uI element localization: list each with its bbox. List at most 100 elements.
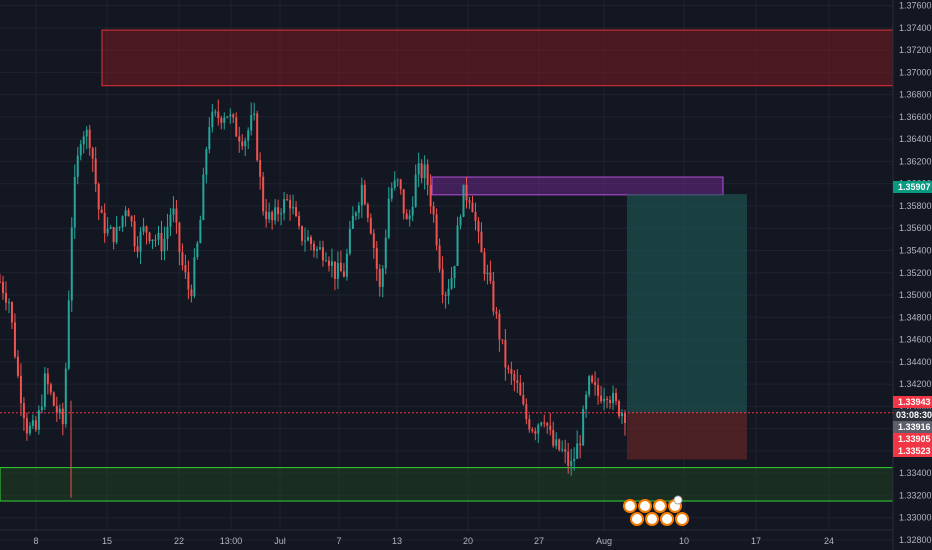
candle-body bbox=[321, 247, 324, 261]
candle-body bbox=[19, 375, 22, 404]
y-tick-label: 1.36800 bbox=[899, 90, 932, 100]
candle-body bbox=[280, 213, 283, 215]
event-icon[interactable] bbox=[653, 499, 667, 513]
candle-body bbox=[271, 212, 274, 221]
candle-body bbox=[85, 129, 88, 137]
candle-body bbox=[220, 118, 223, 123]
candle-body bbox=[31, 420, 34, 426]
candle-body bbox=[277, 207, 280, 215]
candle-body bbox=[232, 114, 235, 118]
candle-body bbox=[133, 221, 136, 247]
candle-body bbox=[304, 240, 307, 242]
candle-body bbox=[292, 207, 295, 209]
event-icon[interactable] bbox=[673, 495, 683, 505]
candle-body bbox=[82, 136, 85, 145]
candle-body bbox=[76, 155, 79, 177]
x-tick-label: 15 bbox=[102, 536, 112, 546]
zone-long-target[interactable] bbox=[627, 194, 747, 413]
candle-body bbox=[274, 207, 277, 221]
zone-supply[interactable] bbox=[431, 176, 724, 196]
candle-body bbox=[480, 231, 483, 253]
countdown-text: 03:08:30 bbox=[896, 410, 932, 420]
candle-body bbox=[528, 419, 531, 430]
candle-body bbox=[393, 180, 396, 188]
candle-body bbox=[501, 339, 504, 341]
x-tick-label: 24 bbox=[824, 536, 834, 546]
y-tick-label: 1.37600 bbox=[899, 1, 932, 11]
candle-body bbox=[199, 219, 202, 244]
y-tick-label: 1.37000 bbox=[899, 67, 932, 77]
candle-body bbox=[253, 113, 256, 116]
candle-body bbox=[330, 261, 333, 266]
candle-body bbox=[489, 272, 492, 281]
candle-body bbox=[576, 443, 579, 459]
candle-body bbox=[405, 213, 408, 220]
candle-body bbox=[351, 215, 354, 229]
candle-body bbox=[366, 204, 369, 218]
candle-body bbox=[4, 293, 7, 303]
candle-body bbox=[229, 114, 232, 117]
candle-body bbox=[136, 246, 139, 252]
time-axis[interactable]: 8 15 22 13:00 Jul 7 13 20 27 Aug 10 17 24 bbox=[33, 536, 834, 546]
x-tick-label: 13:00 bbox=[220, 536, 243, 546]
candle-body bbox=[175, 208, 178, 223]
candle-body bbox=[396, 179, 399, 181]
candle-body bbox=[369, 217, 372, 234]
candle-body bbox=[7, 302, 10, 304]
candle-body bbox=[534, 431, 537, 434]
candle-body bbox=[486, 272, 489, 275]
candle-body bbox=[40, 406, 43, 411]
candle-body bbox=[115, 227, 118, 243]
candle-body bbox=[345, 253, 348, 277]
candle-body bbox=[360, 184, 363, 206]
candle-body bbox=[190, 289, 193, 297]
y-tick-label: 1.35000 bbox=[899, 290, 932, 300]
event-icon[interactable] bbox=[630, 512, 644, 526]
candle-body bbox=[390, 187, 393, 199]
candle-body bbox=[286, 199, 289, 201]
candle-body bbox=[79, 144, 82, 156]
candle-body bbox=[612, 392, 615, 404]
candle-body bbox=[34, 420, 37, 430]
zones-layer bbox=[0, 29, 894, 502]
candle-body bbox=[414, 174, 417, 207]
candles-layer bbox=[0, 99, 626, 498]
event-icon[interactable] bbox=[638, 499, 652, 513]
candle-body bbox=[603, 398, 606, 402]
candle-body bbox=[97, 184, 100, 210]
candle-body bbox=[16, 356, 19, 376]
x-tick-label: 7 bbox=[336, 536, 341, 546]
candle-body bbox=[348, 228, 351, 254]
candle-body bbox=[145, 226, 148, 233]
zone-demand[interactable] bbox=[0, 467, 894, 502]
event-icon[interactable] bbox=[623, 499, 637, 513]
x-tick-label: 8 bbox=[33, 536, 38, 546]
stop-price-text: 1.33523 bbox=[898, 446, 931, 456]
candle-body bbox=[142, 226, 145, 232]
target-price-text: 1.35907 bbox=[898, 182, 931, 192]
stop-price-tag: 1.33523 bbox=[893, 445, 932, 457]
zone-resistance[interactable] bbox=[101, 29, 894, 87]
candle-body bbox=[621, 412, 624, 417]
candle-body bbox=[223, 117, 226, 123]
candle-body bbox=[10, 302, 13, 323]
event-icon[interactable] bbox=[675, 512, 689, 526]
event-icon[interactable] bbox=[645, 512, 659, 526]
candle-body bbox=[429, 184, 432, 207]
candle-body bbox=[594, 382, 597, 385]
candle-body bbox=[435, 214, 438, 246]
zone-long-stop[interactable] bbox=[627, 412, 747, 460]
candle-body bbox=[342, 271, 345, 277]
candle-body bbox=[456, 225, 459, 266]
candle-body bbox=[420, 163, 423, 179]
candle-body bbox=[241, 141, 244, 147]
event-icon[interactable] bbox=[660, 512, 674, 526]
candle-body bbox=[178, 222, 181, 253]
candle-body bbox=[235, 117, 238, 137]
candle-body bbox=[49, 384, 52, 393]
candle-body bbox=[375, 247, 378, 269]
economic-events-icons[interactable] bbox=[623, 495, 689, 526]
